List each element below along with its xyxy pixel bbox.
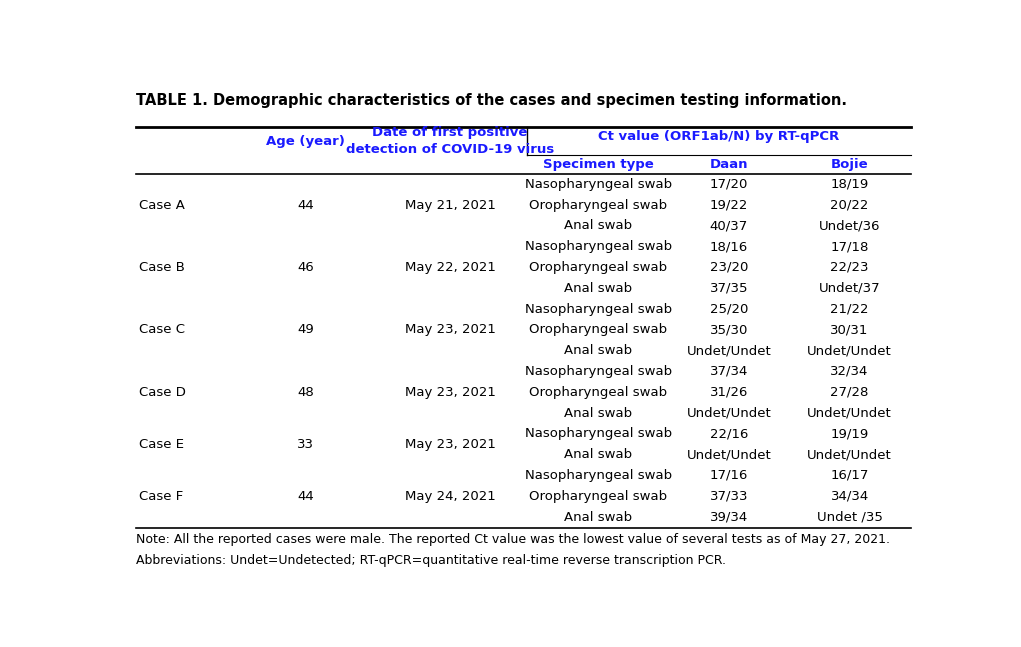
Text: 34/34: 34/34: [830, 490, 869, 503]
Text: 27/28: 27/28: [830, 386, 869, 399]
Text: 39/34: 39/34: [710, 510, 748, 523]
Text: Oropharyngeal swab: Oropharyngeal swab: [529, 490, 668, 503]
Text: Ct value (ORF1ab/N) by RT-qPCR: Ct value (ORF1ab/N) by RT-qPCR: [598, 129, 839, 143]
Text: 19/19: 19/19: [830, 428, 869, 441]
Text: Nasopharyngeal swab: Nasopharyngeal swab: [525, 240, 672, 253]
Text: 21/22: 21/22: [830, 303, 869, 316]
Text: Nasopharyngeal swab: Nasopharyngeal swab: [525, 469, 672, 482]
Text: Nasopharyngeal swab: Nasopharyngeal swab: [525, 178, 672, 191]
Text: May 22, 2021: May 22, 2021: [404, 261, 495, 274]
Text: Oropharyngeal swab: Oropharyngeal swab: [529, 261, 668, 274]
Text: Anal swab: Anal swab: [565, 510, 632, 523]
Text: May 24, 2021: May 24, 2021: [404, 490, 495, 503]
Text: Nasopharyngeal swab: Nasopharyngeal swab: [525, 365, 672, 378]
Text: 49: 49: [297, 324, 314, 336]
Text: Anal swab: Anal swab: [565, 281, 632, 295]
Text: Anal swab: Anal swab: [565, 344, 632, 357]
Text: Undet/36: Undet/36: [819, 219, 880, 232]
Text: Undet/Undet: Undet/Undet: [808, 448, 892, 461]
Text: 35/30: 35/30: [710, 324, 748, 336]
Text: Case A: Case A: [140, 199, 186, 212]
Text: Case F: Case F: [140, 490, 184, 503]
Text: 18/16: 18/16: [710, 240, 748, 253]
Text: 40/37: 40/37: [710, 219, 748, 232]
Text: Date of first positive
detection of COVID-19 virus: Date of first positive detection of COVI…: [346, 126, 554, 156]
Text: 22/16: 22/16: [710, 428, 748, 441]
Text: Abbreviations: Undet=Undetected; RT-qPCR=quantitative real-time reverse transcri: Abbreviations: Undet=Undetected; RT-qPCR…: [136, 554, 726, 567]
Text: Case C: Case C: [140, 324, 186, 336]
Text: Nasopharyngeal swab: Nasopharyngeal swab: [525, 303, 672, 316]
Text: May 23, 2021: May 23, 2021: [404, 438, 495, 451]
Text: 23/20: 23/20: [710, 261, 748, 274]
Text: 22/23: 22/23: [830, 261, 869, 274]
Text: Case E: Case E: [140, 438, 185, 451]
Text: Undet /35: Undet /35: [817, 510, 882, 523]
Text: Undet/Undet: Undet/Undet: [686, 344, 772, 357]
Text: Bojie: Bojie: [831, 158, 869, 171]
Text: 20/22: 20/22: [830, 199, 869, 212]
Text: Oropharyngeal swab: Oropharyngeal swab: [529, 386, 668, 399]
Text: Daan: Daan: [710, 158, 748, 171]
Text: Undet/Undet: Undet/Undet: [686, 448, 772, 461]
Text: 33: 33: [297, 438, 314, 451]
Text: 30/31: 30/31: [830, 324, 869, 336]
Text: Specimen type: Specimen type: [543, 158, 653, 171]
Text: 37/34: 37/34: [710, 365, 748, 378]
Text: 18/19: 18/19: [830, 178, 869, 191]
Text: May 23, 2021: May 23, 2021: [404, 386, 495, 399]
Text: Anal swab: Anal swab: [565, 406, 632, 419]
Text: Undet/Undet: Undet/Undet: [808, 406, 892, 419]
Text: 32/34: 32/34: [830, 365, 869, 378]
Text: Note: All the reported cases were male. The reported Ct value was the lowest val: Note: All the reported cases were male. …: [136, 534, 889, 547]
Text: Case B: Case B: [140, 261, 186, 274]
Text: Undet/Undet: Undet/Undet: [808, 344, 892, 357]
Text: 46: 46: [297, 261, 314, 274]
Text: TABLE 1. Demographic characteristics of the cases and specimen testing informati: TABLE 1. Demographic characteristics of …: [136, 93, 846, 107]
Text: Oropharyngeal swab: Oropharyngeal swab: [529, 199, 668, 212]
Text: May 23, 2021: May 23, 2021: [404, 324, 495, 336]
Text: 48: 48: [297, 386, 314, 399]
Text: Undet/Undet: Undet/Undet: [686, 406, 772, 419]
Text: 44: 44: [297, 199, 314, 212]
Text: Nasopharyngeal swab: Nasopharyngeal swab: [525, 428, 672, 441]
Text: Anal swab: Anal swab: [565, 448, 632, 461]
Text: Oropharyngeal swab: Oropharyngeal swab: [529, 324, 668, 336]
Text: 17/16: 17/16: [710, 469, 748, 482]
Text: 17/20: 17/20: [710, 178, 748, 191]
Text: 31/26: 31/26: [710, 386, 748, 399]
Text: 25/20: 25/20: [710, 303, 748, 316]
Text: 19/22: 19/22: [710, 199, 748, 212]
Text: 37/33: 37/33: [710, 490, 748, 503]
Text: Case D: Case D: [140, 386, 187, 399]
Text: Age (year): Age (year): [266, 135, 345, 148]
Text: Anal swab: Anal swab: [565, 219, 632, 232]
Text: 44: 44: [297, 490, 314, 503]
Text: Undet/37: Undet/37: [819, 281, 880, 295]
Text: May 21, 2021: May 21, 2021: [404, 199, 495, 212]
Text: 17/18: 17/18: [830, 240, 869, 253]
Text: 16/17: 16/17: [830, 469, 869, 482]
Text: 37/35: 37/35: [710, 281, 748, 295]
